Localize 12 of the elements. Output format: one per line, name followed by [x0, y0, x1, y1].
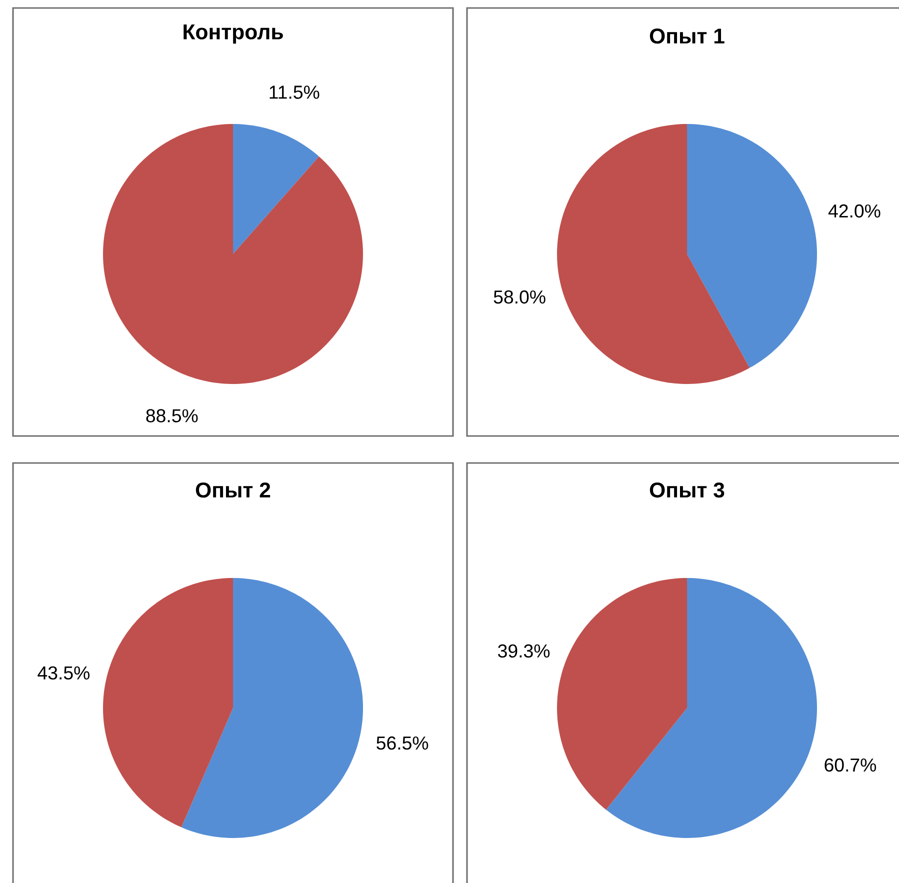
data-label: 11.5% — [270, 86, 320, 99]
data-label: 39.3% — [498, 644, 550, 658]
chart-title: Контроль — [184, 24, 283, 44]
data-label: 58.0% — [494, 290, 546, 304]
data-label: 56.5% — [376, 736, 428, 750]
data-label: 43.5% — [38, 666, 90, 680]
chart-title: Опыт 2 — [196, 482, 270, 498]
chart-title: Опыт 3 — [650, 482, 724, 498]
data-label: 42.0% — [828, 204, 880, 218]
data-label: 88.5% — [146, 409, 198, 422]
data-label: 60.7% — [824, 758, 876, 772]
chart-title: Опыт 1 — [650, 28, 724, 44]
